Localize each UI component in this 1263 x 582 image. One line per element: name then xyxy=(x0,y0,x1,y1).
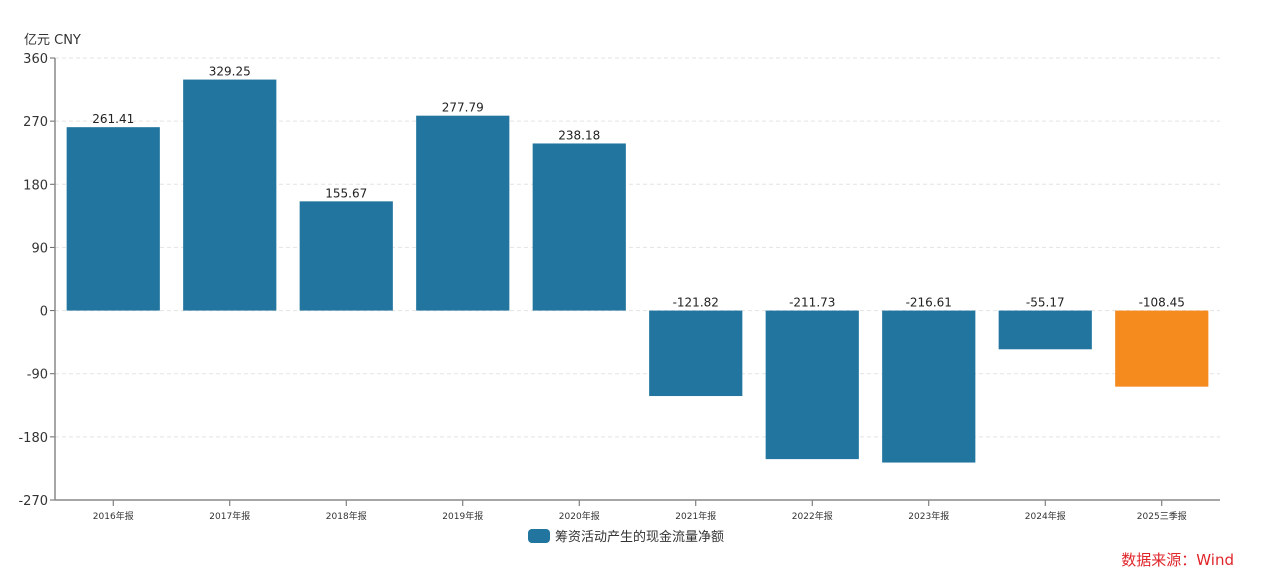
y-axis-unit-label: 亿元 CNY xyxy=(24,33,81,48)
x-tick-label: 2025三季报 xyxy=(1137,510,1187,522)
bar[interactable] xyxy=(765,310,859,460)
bar-value-label: 238.18 xyxy=(558,128,600,142)
bar[interactable] xyxy=(299,201,393,311)
y-tick-label: 0 xyxy=(40,305,48,320)
y-tick-label: 180 xyxy=(23,178,48,193)
x-tick-label: 2022年报 xyxy=(792,510,833,522)
y-tick-label: 360 xyxy=(23,52,48,67)
x-tick-label: 2020年报 xyxy=(559,510,600,522)
x-tick-label: 2024年报 xyxy=(1025,510,1066,522)
y-tick-label: -270 xyxy=(18,494,48,509)
bar-value-label: 329.25 xyxy=(209,65,251,79)
y-tick-label: 90 xyxy=(31,241,48,256)
legend[interactable]: 筹资活动产生的现金流量净额 xyxy=(528,526,724,545)
bar-value-label: 261.41 xyxy=(92,112,134,126)
x-tick-label: 2018年报 xyxy=(326,510,367,522)
x-tick-label: 2016年报 xyxy=(93,510,134,522)
bar[interactable] xyxy=(66,127,160,311)
bar[interactable] xyxy=(416,115,510,311)
bar[interactable] xyxy=(998,310,1092,350)
bar-value-label: 277.79 xyxy=(442,101,484,115)
bar-value-label: -211.73 xyxy=(789,296,835,310)
bar-value-label: -121.82 xyxy=(673,296,719,310)
x-tick-label: 2019年报 xyxy=(442,510,483,522)
bar-value-label: 155.67 xyxy=(325,186,367,200)
bar[interactable] xyxy=(1115,310,1209,387)
bar[interactable] xyxy=(532,143,626,311)
x-tick-label: 2021年报 xyxy=(675,510,716,522)
legend-swatch xyxy=(528,528,550,543)
bar-value-label: -216.61 xyxy=(906,296,952,310)
bar-value-label: -108.45 xyxy=(1139,296,1185,310)
legend-label: 筹资活动产生的现金流量净额 xyxy=(555,530,725,545)
data-source-label: 数据来源：Wind xyxy=(1121,551,1234,569)
y-tick-label: -90 xyxy=(27,368,48,383)
bar[interactable] xyxy=(183,79,277,311)
bar-value-label: -55.17 xyxy=(1026,296,1065,310)
y-tick-label: 270 xyxy=(23,115,48,130)
x-tick-label: 2023年报 xyxy=(908,510,949,522)
bar[interactable] xyxy=(882,310,976,463)
bar[interactable] xyxy=(649,310,743,397)
x-tick-label: 2017年报 xyxy=(209,510,250,522)
y-tick-label: -180 xyxy=(18,431,48,446)
